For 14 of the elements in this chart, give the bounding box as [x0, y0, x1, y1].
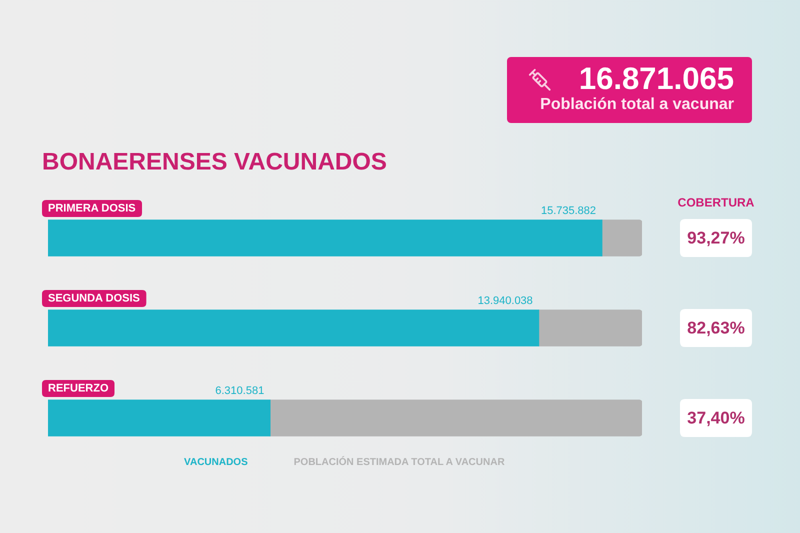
chart-title: BONAERENSES VACUNADOS [42, 148, 387, 176]
y-tick-label: REFUERZO [48, 382, 109, 395]
y-tick-label: SEGUNDA DOSIS [48, 292, 140, 305]
text: POBLACIÓN ESTIMADA TOTAL A VACUNAR [294, 456, 506, 468]
info-card: 16.871.065 Población total a vacunar [507, 57, 752, 123]
text: COBERTURA [678, 195, 755, 210]
data-label: 6.310.581 [215, 385, 264, 398]
data-label: 15.735.882 [540, 205, 596, 218]
text: 93,27% [687, 228, 745, 248]
text: 82,63% [687, 318, 745, 338]
text: 37,40% [687, 408, 745, 428]
y-tick-label: PRIMERA DOSIS [48, 202, 136, 215]
text: VACUNADOS [184, 456, 248, 468]
data-label: 13.940.038 [478, 295, 533, 308]
